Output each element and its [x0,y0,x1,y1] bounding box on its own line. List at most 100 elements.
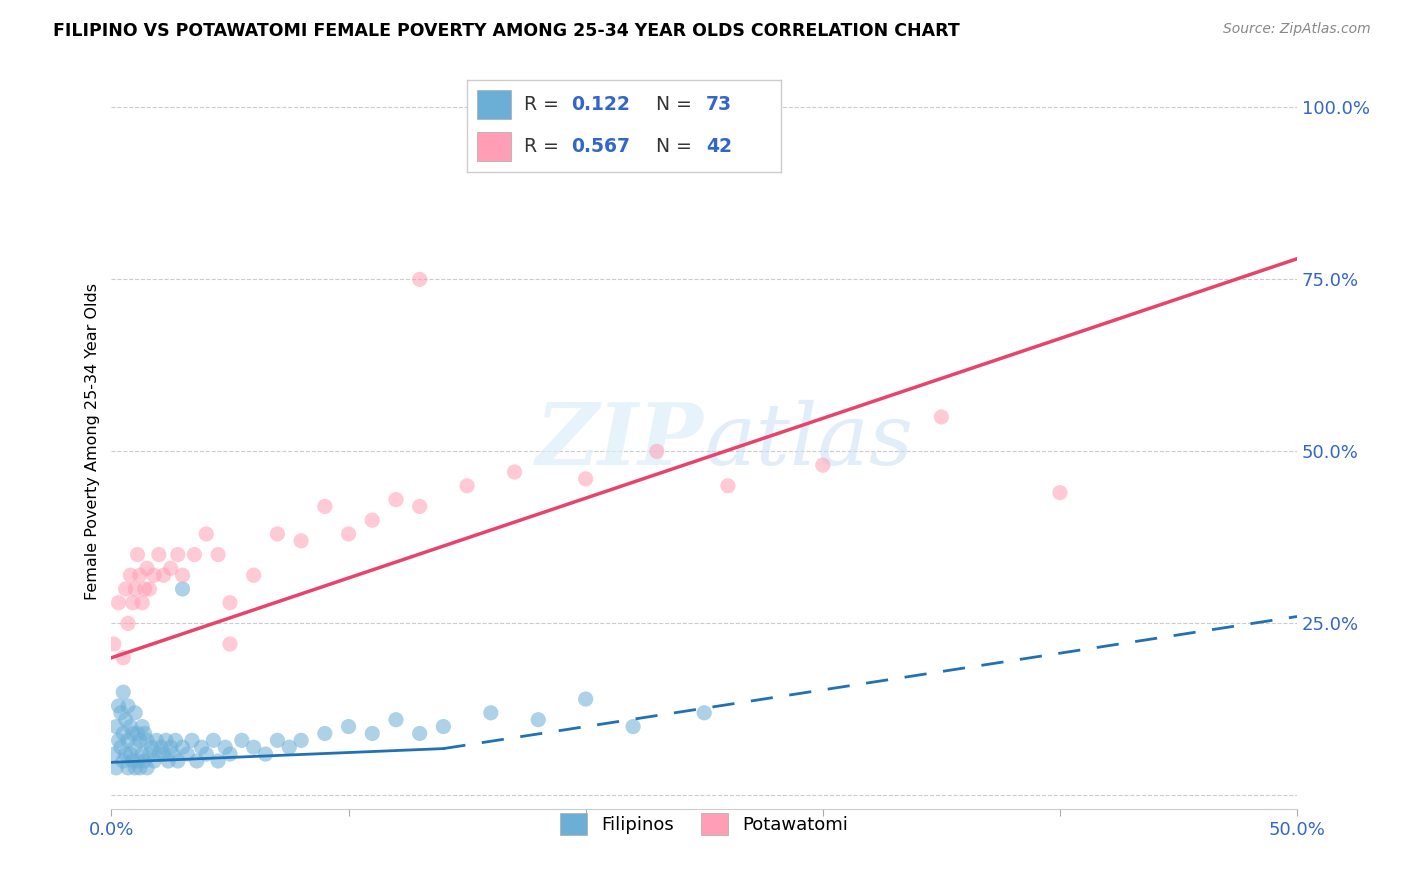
Point [114,713,136,727]
Point [131,747,153,761]
Point [127,754,149,768]
Point [176,747,198,761]
Point [503,465,526,479]
Point [717,479,740,493]
Text: Source: ZipAtlas.com: Source: ZipAtlas.com [1223,22,1371,37]
Point [110,740,132,755]
Legend: Filipinos, Potawatomi: Filipinos, Potawatomi [551,805,858,845]
Point [408,272,430,286]
Point [128,568,150,582]
Point [361,513,384,527]
Point [202,733,225,747]
Point [811,458,834,472]
Point [219,637,242,651]
Point [190,740,212,755]
Point [124,740,146,755]
Point [148,548,170,562]
Point [134,726,156,740]
Point [117,761,139,775]
Point [107,733,129,747]
Point [931,409,953,424]
Point [266,527,288,541]
Point [231,733,253,747]
Point [1049,485,1071,500]
Point [105,720,128,734]
Point [432,720,454,734]
Point [131,596,153,610]
Point [128,761,150,775]
Point [124,761,146,775]
Point [195,527,218,541]
Point [408,500,430,514]
Point [527,713,550,727]
Point [121,726,143,740]
Point [134,754,156,768]
Point [117,616,139,631]
Point [112,650,135,665]
Point [242,740,264,755]
Point [159,561,181,575]
Point [152,568,174,582]
Point [110,706,132,720]
Point [278,740,301,755]
Point [219,596,242,610]
Point [112,685,135,699]
Point [134,582,156,596]
Point [124,582,146,596]
Point [117,698,139,713]
Point [242,568,264,582]
Point [112,754,135,768]
Y-axis label: Female Poverty Among 25-34 Year Olds: Female Poverty Among 25-34 Year Olds [86,283,100,599]
Point [166,548,188,562]
Point [575,692,598,706]
Point [105,761,128,775]
Point [114,747,136,761]
Point [172,568,194,582]
Point [195,747,218,761]
Point [143,568,166,582]
Point [361,726,384,740]
Point [128,733,150,747]
Point [456,479,478,493]
Point [152,747,174,761]
Point [645,444,668,458]
Point [136,561,159,575]
Point [103,747,125,761]
Point [385,713,408,727]
Point [575,472,598,486]
Point [136,733,159,747]
Point [112,726,135,740]
Point [103,637,125,651]
Point [136,761,159,775]
Point [107,596,129,610]
Point [254,747,277,761]
Point [219,747,242,761]
Point [124,706,146,720]
Point [207,548,229,562]
Point [141,740,163,755]
Point [290,533,312,548]
Point [121,754,143,768]
Point [148,747,170,761]
Point [183,548,205,562]
Point [181,733,204,747]
Point [159,740,181,755]
Point [337,527,360,541]
Point [155,733,177,747]
Point [120,720,142,734]
Point [117,733,139,747]
Point [621,720,644,734]
Point [408,726,430,740]
Point [131,720,153,734]
Point [162,747,184,761]
Point [114,582,136,596]
Point [145,733,167,747]
Point [314,726,336,740]
Point [214,740,236,755]
Point [314,500,336,514]
Point [172,740,194,755]
Point [120,747,142,761]
Point [693,706,716,720]
Point [337,720,360,734]
Point [479,706,502,720]
